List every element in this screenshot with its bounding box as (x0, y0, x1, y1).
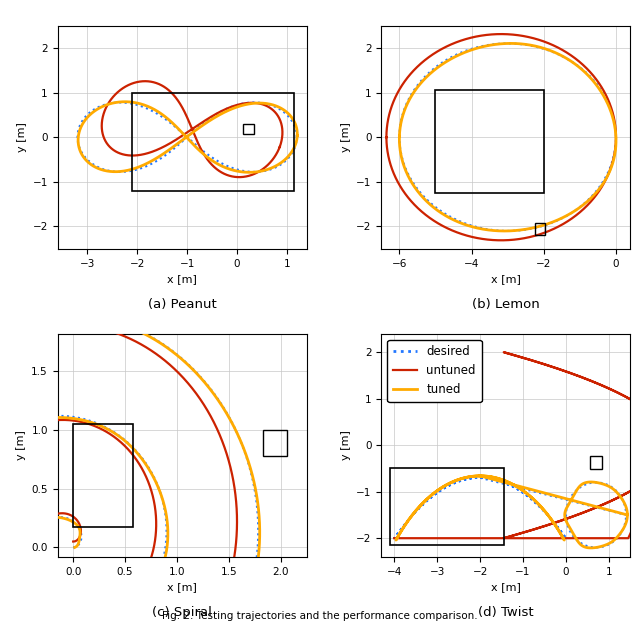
Bar (243, 124, 254, 134)
Legend: desired, untuned, tuned: desired, untuned, tuned (387, 339, 482, 402)
X-axis label: x [m]: x [m] (167, 582, 197, 592)
Bar (535, 223, 545, 236)
Text: Fig. 2. Testing trajectories and the performance comparison.: Fig. 2. Testing trajectories and the per… (162, 611, 478, 621)
Bar (132, 93, 294, 191)
Bar (73, 424, 133, 527)
Text: (a) Peanut: (a) Peanut (148, 298, 216, 311)
Y-axis label: y [m]: y [m] (340, 430, 351, 460)
Text: (b) Lemon: (b) Lemon (472, 298, 540, 311)
Text: (c) Spiral: (c) Spiral (152, 606, 212, 619)
X-axis label: x [m]: x [m] (491, 582, 521, 592)
Y-axis label: y [m]: y [m] (17, 122, 27, 152)
Bar (589, 456, 602, 469)
Bar (435, 90, 544, 193)
Y-axis label: y [m]: y [m] (16, 430, 26, 460)
Bar (390, 468, 504, 545)
Bar (263, 430, 287, 456)
X-axis label: x [m]: x [m] (491, 274, 521, 284)
Text: (d) Twist: (d) Twist (478, 606, 534, 619)
X-axis label: x [m]: x [m] (167, 274, 197, 284)
Y-axis label: y [m]: y [m] (340, 122, 351, 152)
